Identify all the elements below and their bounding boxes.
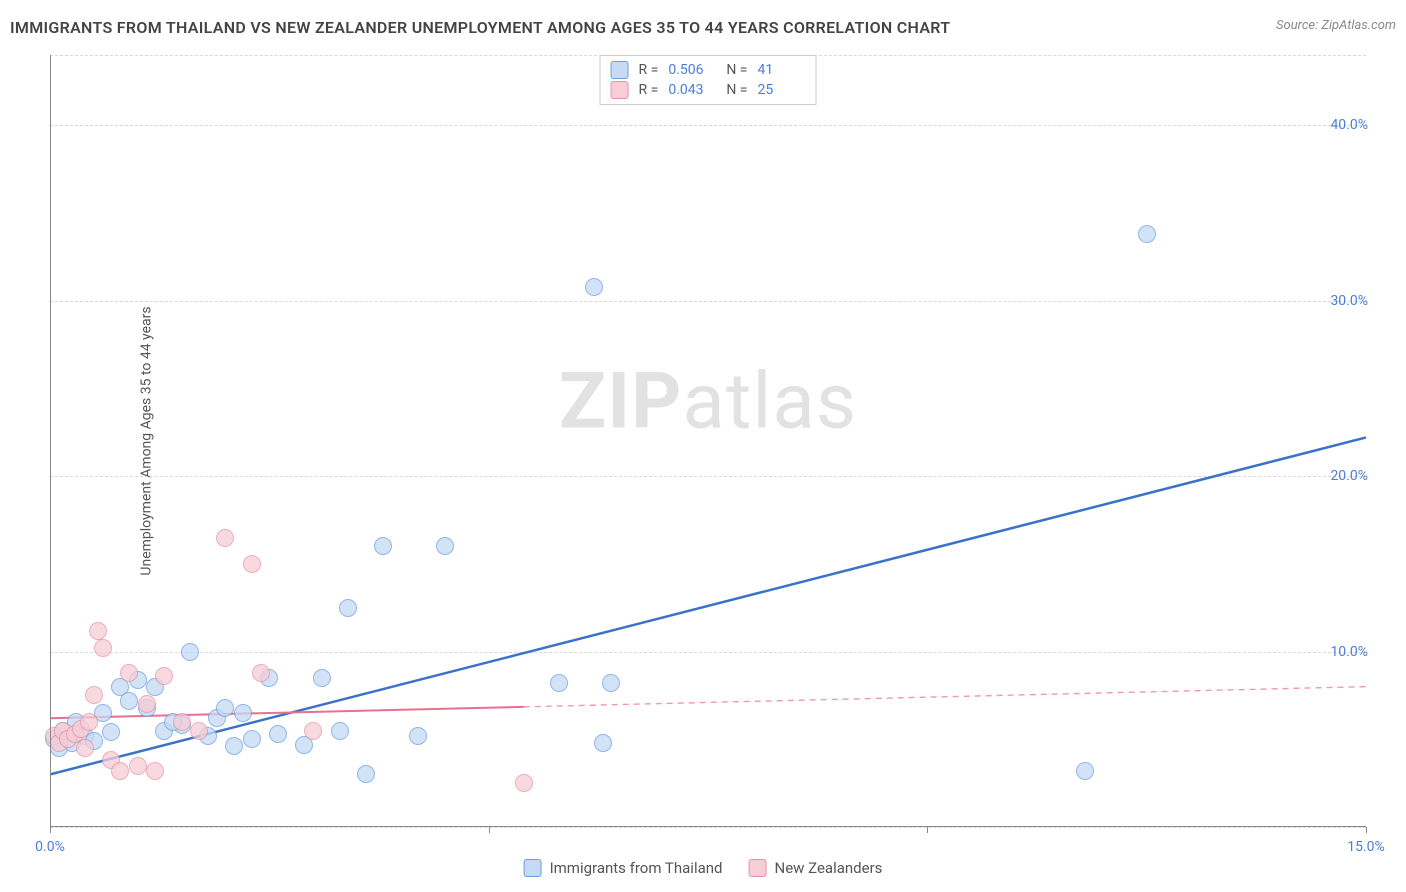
- data-point: [339, 599, 357, 617]
- data-point: [331, 722, 349, 740]
- data-point: [357, 765, 375, 783]
- legend-swatch-1: [524, 859, 542, 877]
- y-axis-label: Unemployment Among Ages 35 to 44 years: [139, 306, 155, 575]
- data-point: [304, 722, 322, 740]
- x-tick-mark: [1366, 827, 1367, 833]
- gridline: [50, 301, 1366, 302]
- data-point: [243, 555, 261, 573]
- data-point: [94, 639, 112, 657]
- data-point: [1138, 225, 1156, 243]
- legend-item-2: New Zealanders: [748, 859, 882, 877]
- data-point: [1076, 762, 1094, 780]
- legend-label-2: New Zealanders: [774, 859, 882, 877]
- watermark: ZIPatlas: [559, 357, 857, 448]
- chart-header: IMMIGRANTS FROM THAILAND VS NEW ZEALANDE…: [10, 18, 1396, 48]
- data-point: [146, 762, 164, 780]
- data-point: [111, 762, 129, 780]
- y-tick-label: 40.0%: [1330, 117, 1368, 133]
- data-point: [550, 674, 568, 692]
- y-tick-label: 30.0%: [1330, 293, 1368, 309]
- x-tick-mark: [50, 827, 51, 833]
- data-point: [181, 643, 199, 661]
- x-tick-mark: [489, 827, 490, 833]
- stats-legend: R = 0.506 N = 41 R = 0.043 N = 25: [600, 55, 817, 105]
- data-point: [190, 722, 208, 740]
- data-point: [216, 529, 234, 547]
- x-tick-mark: [927, 827, 928, 833]
- data-point: [269, 725, 287, 743]
- swatch-series-1: [611, 61, 629, 79]
- data-point: [252, 664, 270, 682]
- data-point: [234, 704, 252, 722]
- gridline: [50, 476, 1366, 477]
- x-tick-label: 0.0%: [35, 839, 65, 855]
- y-tick-label: 20.0%: [1330, 468, 1368, 484]
- data-point: [243, 730, 261, 748]
- x-axis: [50, 826, 1366, 827]
- data-point: [436, 537, 454, 555]
- gridline: [50, 652, 1366, 653]
- x-tick-label: 15.0%: [1347, 839, 1385, 855]
- swatch-series-2: [611, 81, 629, 99]
- legend-label-1: Immigrants from Thailand: [550, 859, 723, 877]
- data-point: [129, 757, 147, 775]
- legend-item-1: Immigrants from Thailand: [524, 859, 723, 877]
- y-axis: [50, 55, 51, 827]
- data-point: [594, 734, 612, 752]
- data-point: [409, 727, 427, 745]
- data-point: [102, 723, 120, 741]
- stats-row-1: R = 0.506 N = 41: [611, 60, 806, 80]
- data-point: [76, 739, 94, 757]
- data-point: [585, 278, 603, 296]
- data-point: [85, 686, 103, 704]
- series-legend: Immigrants from Thailand New Zealanders: [524, 859, 883, 877]
- chart-title: IMMIGRANTS FROM THAILAND VS NEW ZEALANDE…: [10, 18, 950, 37]
- data-point: [602, 674, 620, 692]
- chart-plot-area: Unemployment Among Ages 35 to 44 years Z…: [50, 55, 1366, 827]
- legend-swatch-2: [748, 859, 766, 877]
- data-point: [374, 537, 392, 555]
- data-point: [155, 667, 173, 685]
- data-point: [216, 699, 234, 717]
- y-tick-label: 10.0%: [1330, 644, 1368, 660]
- data-point: [225, 737, 243, 755]
- gridline: [50, 125, 1366, 126]
- stats-row-2: R = 0.043 N = 25: [611, 80, 806, 100]
- data-point: [89, 622, 107, 640]
- data-point: [80, 713, 98, 731]
- data-point: [173, 713, 191, 731]
- gridline: [50, 827, 1366, 828]
- data-point: [138, 695, 156, 713]
- data-point: [120, 692, 138, 710]
- data-point: [120, 664, 138, 682]
- data-point: [313, 669, 331, 687]
- source-attribution: Source: ZipAtlas.com: [1276, 18, 1396, 33]
- data-point: [515, 774, 533, 792]
